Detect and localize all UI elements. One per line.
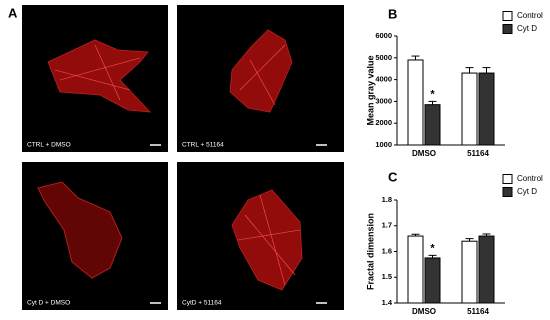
legend-swatch <box>502 24 513 34</box>
y-tick-label: 4000 <box>375 75 392 84</box>
bar <box>407 59 424 146</box>
y-tick-label: 5000 <box>375 53 392 62</box>
fibers <box>54 44 141 101</box>
legend-swatch <box>502 174 513 184</box>
bar <box>424 257 441 304</box>
bar <box>461 240 478 304</box>
cell <box>47 39 152 113</box>
y-tick-label: 3000 <box>375 96 392 105</box>
legend-label: Control <box>517 174 543 183</box>
x-tick-label: 51164 <box>467 307 489 316</box>
legend-label: Cyt D <box>517 187 537 196</box>
bar <box>424 104 441 146</box>
bar <box>478 235 495 304</box>
y-axis-label: Fractal dimension <box>365 213 375 290</box>
x-tick-label: 51164 <box>467 149 489 158</box>
legend-label: Cyt D <box>517 24 537 33</box>
x-tick-label: DMSO <box>412 307 436 316</box>
cell <box>37 181 123 279</box>
significance: * <box>430 88 435 100</box>
legend-swatch <box>502 187 513 197</box>
bar <box>478 72 495 146</box>
image-label: CTRL + DMSO <box>27 142 71 149</box>
y-tick-label: 2000 <box>375 118 392 127</box>
fibers <box>237 194 301 286</box>
image-label: CTRL + 51164 <box>182 142 224 149</box>
y-tick-label: 1.7 <box>382 221 392 230</box>
micrographs: CTRL + DMSO CTRL + 51164 Cyt D + DMSO Cy… <box>22 5 344 310</box>
bar <box>407 235 424 304</box>
bar <box>461 72 478 146</box>
cell <box>231 189 303 291</box>
y-axis-label: Mean gray value <box>365 55 375 125</box>
panel-label: B <box>388 6 397 21</box>
panel-label: A <box>8 5 18 20</box>
x-tick-label: DMSO <box>412 149 436 158</box>
y-tick-label: 1.4 <box>382 298 393 307</box>
cell <box>229 29 293 113</box>
y-tick-label: 1.5 <box>382 272 392 281</box>
y-tick-label: 6000 <box>375 31 392 40</box>
image-label: CytD + 51164 <box>182 300 222 307</box>
legend-label: Control <box>517 11 543 20</box>
y-tick-label: 1.6 <box>382 246 392 255</box>
fibers <box>239 44 286 106</box>
y-tick-label: 1000 <box>375 140 392 149</box>
significance: * <box>430 242 435 254</box>
image-label: Cyt D + DMSO <box>27 300 70 307</box>
y-tick-label: 1.8 <box>382 195 392 204</box>
legend-swatch <box>502 11 513 21</box>
panel-label: C <box>388 169 398 184</box>
